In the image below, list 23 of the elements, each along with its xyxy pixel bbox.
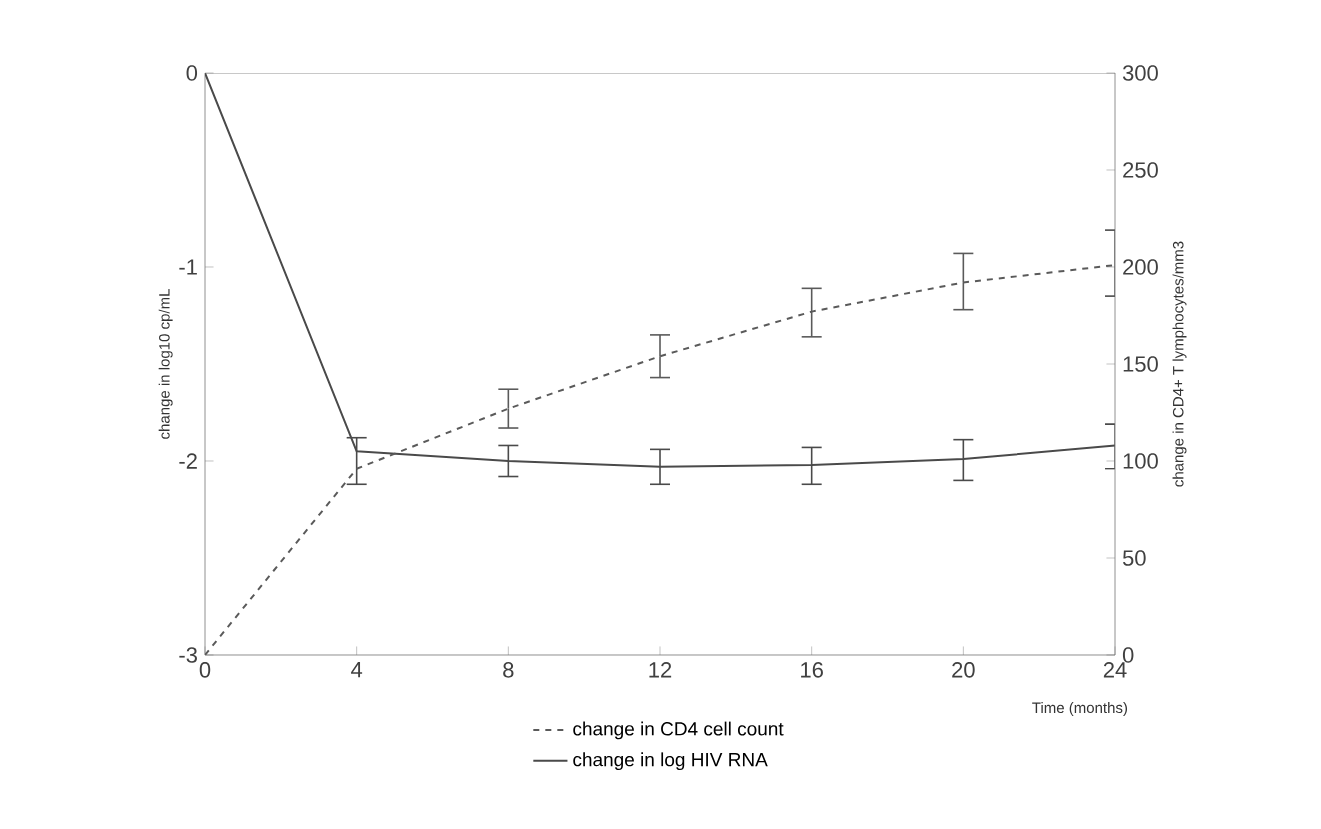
x-tick-label: 16: [801, 662, 823, 678]
y-tick-label: -1: [179, 259, 197, 275]
y2-tick-label: 250: [1123, 162, 1158, 178]
x-tick-label: 20: [952, 662, 975, 678]
y2-axis-title: change in CD4+ T lymphocytes/mm3: [1172, 241, 1187, 487]
y-axis-title: change in log10 cp/mL: [158, 289, 173, 439]
x-tick-label: 0: [199, 662, 211, 678]
y2-tick-label: 200: [1123, 259, 1158, 275]
y-tick-label: -3: [179, 647, 197, 663]
x-tick-label: 24: [1103, 662, 1127, 678]
x-tick-label: 8: [503, 662, 514, 678]
y2-tick-label: 300: [1122, 65, 1158, 81]
legend-label: change in CD4 cell count: [573, 721, 784, 740]
x-tick-label: 4: [351, 662, 363, 678]
y-tick-label: 0: [186, 65, 198, 81]
legend-label: change in log HIV RNA: [573, 752, 768, 771]
y-tick-label: -2: [179, 453, 197, 469]
y2-tick-label: 50: [1122, 550, 1146, 566]
y2-tick-label: 0: [1122, 647, 1134, 663]
y2-tick-label: 150: [1123, 356, 1158, 372]
x-axis-title: Time (months): [1032, 702, 1128, 717]
y2-tick-label: 100: [1123, 453, 1158, 469]
x-tick-label: 12: [649, 662, 672, 678]
